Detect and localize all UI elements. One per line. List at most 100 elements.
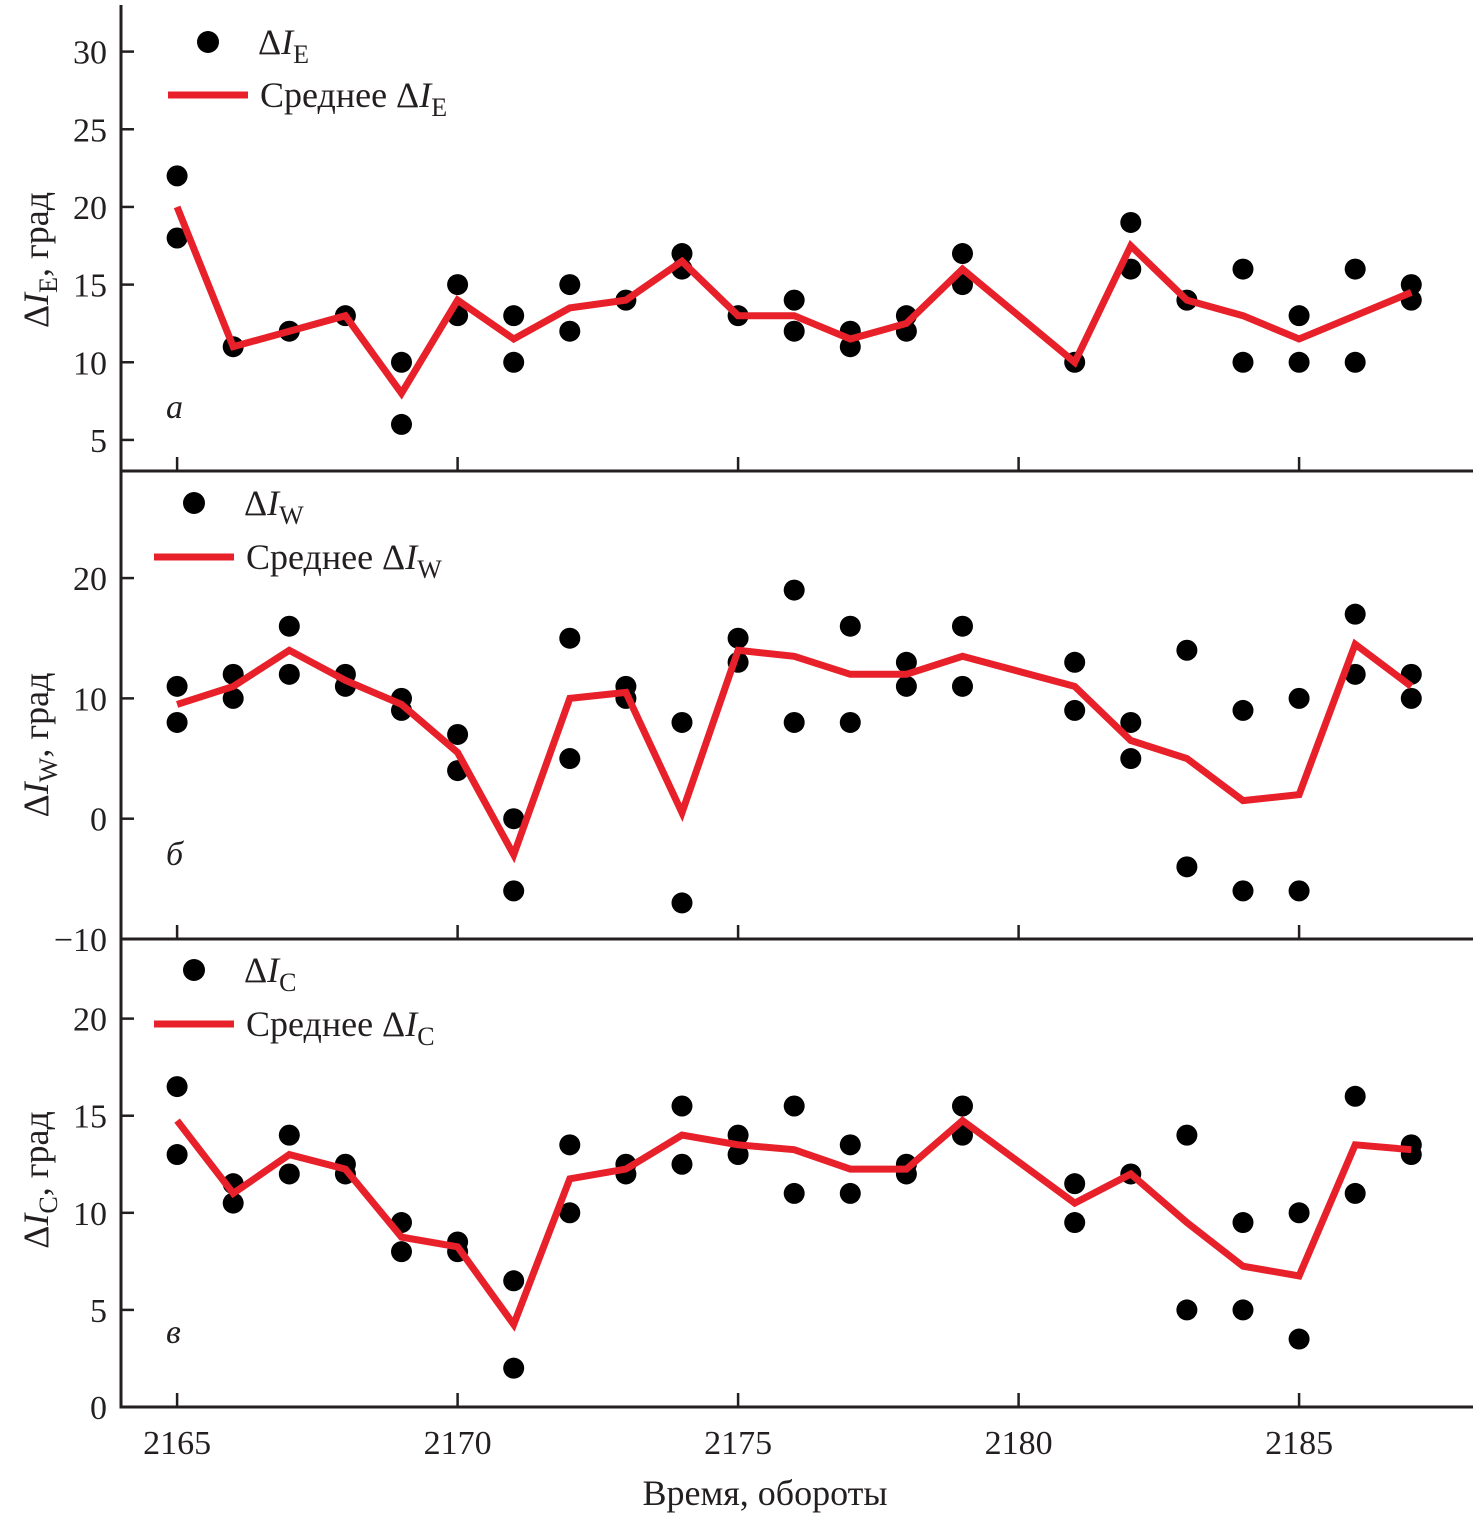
- data-point: [1064, 699, 1086, 721]
- data-point: [1120, 211, 1142, 233]
- data-point: [1288, 351, 1310, 373]
- data-point: [1232, 1212, 1254, 1234]
- data-point: [278, 1163, 300, 1185]
- data-point: [166, 675, 188, 697]
- data-point: [727, 1144, 749, 1166]
- data-point: [671, 892, 693, 914]
- data-point: [1232, 1299, 1254, 1321]
- data-point: [1288, 1328, 1310, 1350]
- legend-b: ΔIW Среднее ΔIW: [154, 483, 442, 584]
- panel-v: 0 5 10 15 20 2165 2170 2175 2180 2185 ΔIC, град в ΔI…: [16, 939, 1473, 1462]
- mean-line-a: [173, 205, 1413, 400]
- legend-points-label: ΔIE: [258, 22, 309, 69]
- y-tick-label: 0: [90, 802, 107, 839]
- data-point: [166, 227, 188, 249]
- data-point: [671, 1095, 693, 1117]
- y-tick-label: −10: [54, 922, 107, 959]
- y-axis-title-b: ΔIW, град: [16, 673, 63, 818]
- data-point: [783, 1095, 805, 1117]
- panel-b: −10 0 10 20 ΔIW, град б ΔIW Среднее ΔIW: [16, 471, 1473, 959]
- panel-a: 5 10 15 20 25 30 ΔIE, град а ΔIE Среднее ΔIE: [16, 5, 1473, 473]
- data-point: [503, 351, 525, 373]
- legend-v: ΔIC Среднее ΔIC: [154, 950, 435, 1051]
- data-point: [166, 1144, 188, 1166]
- data-point: [727, 627, 749, 649]
- y-axis-title-v: ΔIC, град: [16, 1111, 63, 1249]
- panel-letter-v: в: [166, 1314, 181, 1351]
- legend-points-label: ΔIC: [244, 950, 297, 997]
- data-point: [1120, 711, 1142, 733]
- data-point: [839, 615, 861, 637]
- x-tick-label: 2185: [1265, 1425, 1333, 1462]
- data-point: [1288, 305, 1310, 327]
- data-point: [1232, 880, 1254, 902]
- x-tick-label: 2175: [704, 1425, 772, 1462]
- data-point: [1400, 274, 1422, 296]
- data-point: [278, 615, 300, 637]
- data-point: [783, 289, 805, 311]
- y-tick-label: 20: [73, 190, 107, 227]
- data-point: [559, 1134, 581, 1156]
- data-point: [951, 1095, 973, 1117]
- data-point: [839, 1182, 861, 1204]
- data-point: [1232, 351, 1254, 373]
- data-point: [390, 1241, 412, 1263]
- y-tick-label: 10: [73, 1196, 107, 1233]
- data-point: [1288, 1202, 1310, 1224]
- data-point: [559, 627, 581, 649]
- data-point: [1288, 880, 1310, 902]
- data-point: [503, 1270, 525, 1292]
- data-point: [951, 274, 973, 296]
- data-point: [783, 579, 805, 601]
- data-point: [447, 723, 469, 745]
- legend-point-marker: [197, 31, 219, 53]
- y-tick-label: 10: [73, 345, 107, 382]
- y-tick-label: 0: [90, 1390, 107, 1427]
- data-point: [278, 1124, 300, 1146]
- data-point: [503, 305, 525, 327]
- data-point: [1344, 351, 1366, 373]
- data-point: [503, 808, 525, 830]
- data-point: [166, 1076, 188, 1098]
- data-point: [1232, 258, 1254, 280]
- data-point: [951, 615, 973, 637]
- legend-mean-label: Среднее ΔIE: [260, 75, 447, 122]
- y-tick-label: 20: [73, 561, 107, 598]
- data-point: [1344, 258, 1366, 280]
- x-tick-label: 2165: [143, 1425, 211, 1462]
- data-point: [783, 320, 805, 342]
- data-point: [1064, 651, 1086, 673]
- data-point: [671, 711, 693, 733]
- data-point: [951, 243, 973, 265]
- data-point: [559, 274, 581, 296]
- data-point: [559, 748, 581, 770]
- mean-line-b: [176, 638, 1414, 864]
- data-point: [559, 1202, 581, 1224]
- y-tick-label: 5: [90, 1293, 107, 1330]
- data-point: [839, 711, 861, 733]
- data-point: [1400, 687, 1422, 709]
- data-point: [278, 663, 300, 685]
- data-point: [1344, 1182, 1366, 1204]
- panel-letter-a: а: [166, 389, 183, 426]
- y-tick-label: 15: [73, 1099, 107, 1136]
- legend-mean-label: Среднее ΔIW: [246, 537, 442, 584]
- legend-points-label: ΔIW: [244, 483, 304, 530]
- data-point: [503, 1357, 525, 1379]
- data-point: [1120, 748, 1142, 770]
- y-tick-label: 5: [90, 423, 107, 460]
- x-tick-label: 2170: [424, 1425, 492, 1462]
- data-point: [559, 320, 581, 342]
- data-point: [1176, 1299, 1198, 1321]
- y-tick-label: 15: [73, 268, 107, 305]
- y-tick-label: 30: [73, 35, 107, 72]
- data-point: [390, 413, 412, 435]
- mean-line-v: [174, 1116, 1412, 1332]
- data-point: [222, 687, 244, 709]
- legend-a: ΔIE Среднее ΔIE: [168, 22, 447, 122]
- data-point: [671, 1153, 693, 1175]
- data-point: [1176, 856, 1198, 878]
- data-point: [895, 675, 917, 697]
- data-point: [222, 1192, 244, 1214]
- x-tick-label: 2180: [985, 1425, 1053, 1462]
